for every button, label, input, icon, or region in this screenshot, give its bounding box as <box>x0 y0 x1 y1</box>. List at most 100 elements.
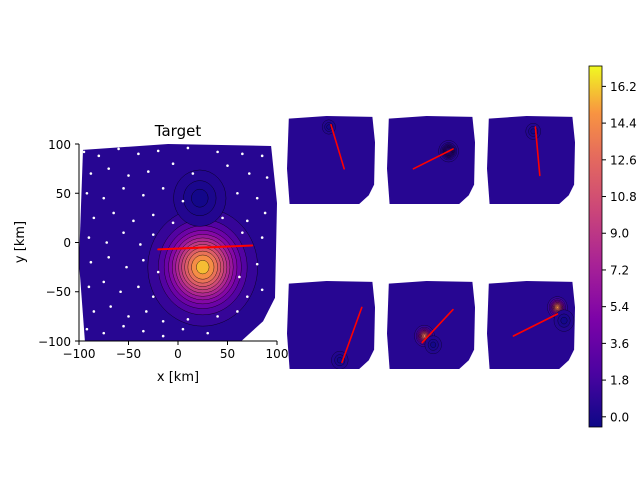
panel-6-map <box>487 281 575 369</box>
small-panel-2 <box>387 116 475 204</box>
fault-line <box>512 313 559 337</box>
station-marker <box>122 324 125 328</box>
panel-5-map <box>387 281 475 369</box>
station-marker <box>92 216 96 220</box>
fault-line <box>412 148 454 170</box>
station-marker <box>122 187 125 190</box>
station-marker <box>142 193 145 197</box>
contour-level <box>560 316 568 325</box>
colorbar-tick-label: 5.4 <box>610 300 629 314</box>
station-marker <box>236 310 239 313</box>
contour-level <box>326 124 332 130</box>
small-panel-3 <box>487 116 575 204</box>
station-marker <box>139 243 142 246</box>
station-marker <box>89 260 93 264</box>
station-marker <box>186 318 190 321</box>
colorbar-tick-label: 9.0 <box>610 227 629 241</box>
xtick-label: −100 <box>63 347 96 361</box>
colorbar-tick-label: 16.2 <box>610 80 637 94</box>
main-yticks: 100 50 0 −50 −100 <box>38 138 79 349</box>
station-marker <box>241 231 244 234</box>
station-marker <box>161 320 165 323</box>
panel-1-map <box>287 116 375 204</box>
station-marker <box>216 150 219 154</box>
contour-level <box>423 334 426 338</box>
station-marker <box>147 170 150 173</box>
panel-3-map <box>487 116 575 204</box>
station-marker <box>151 233 155 236</box>
station-marker <box>238 275 241 279</box>
station-marker <box>87 285 91 289</box>
colorbar-tick-label: 7.2 <box>610 263 629 277</box>
colorbar-frame <box>588 65 603 428</box>
station-marker <box>191 172 195 175</box>
station-marker <box>181 199 185 203</box>
panel-2-map <box>387 116 475 204</box>
station-marker <box>122 231 125 234</box>
station-marker <box>181 327 185 331</box>
x-axis-label: x [km] <box>157 370 199 385</box>
station-marker <box>171 162 175 165</box>
station-marker <box>151 295 155 298</box>
station-marker <box>112 211 115 215</box>
station-marker <box>102 280 106 284</box>
small-panel-6 <box>487 281 575 369</box>
xtick-label: 50 <box>220 347 235 361</box>
ytick-label: 50 <box>56 187 71 201</box>
colorbar-gradient <box>589 66 602 427</box>
small-panel-4 <box>287 281 375 369</box>
station-marker <box>161 334 165 338</box>
station-marker <box>255 196 259 200</box>
colorbar-tick-label: 3.6 <box>610 337 629 351</box>
field-background <box>287 281 375 369</box>
station-marker <box>221 216 224 220</box>
main-xticks: −100 −50 0 50 100 <box>63 341 289 361</box>
station-marker <box>109 305 112 308</box>
station-marker <box>263 211 267 215</box>
station-marker <box>216 315 219 318</box>
main-map <box>79 144 277 341</box>
station-marker <box>241 152 244 156</box>
ytick-label: 100 <box>48 138 71 152</box>
station-marker <box>142 258 145 262</box>
ytick-label: −50 <box>46 285 71 299</box>
station-marker <box>161 187 165 190</box>
station-marker <box>127 315 130 318</box>
fault-line <box>421 308 454 344</box>
station-marker <box>156 270 160 274</box>
fault-line <box>330 124 346 170</box>
y-axis-label: y [km] <box>13 221 28 263</box>
field-background <box>387 281 475 369</box>
station-marker <box>117 147 120 151</box>
station-marker <box>102 331 106 335</box>
colorbar-ticks: 0.0 1.8 3.6 5.4 7.2 9.0 10.8 12.6 14.4 16.2 <box>602 80 637 424</box>
station-marker <box>260 154 264 158</box>
colorbar: 0.0 1.8 3.6 5.4 7.2 9.0 10.8 12.6 14.4 16.2 <box>588 65 637 428</box>
station-marker <box>137 152 140 156</box>
xtick-label: −50 <box>116 347 141 361</box>
station-marker <box>105 241 109 244</box>
small-panel-5 <box>387 281 475 369</box>
station-marker <box>145 310 148 313</box>
station-marker <box>260 288 264 292</box>
ytick-label: −100 <box>38 335 71 349</box>
station-marker <box>89 172 93 175</box>
station-marker <box>137 285 140 289</box>
small-panel-1 <box>287 116 375 204</box>
station-marker <box>255 262 259 266</box>
colorbar-tick-label: 0.0 <box>610 410 629 424</box>
main-panel: Target −100 −50 0 50 100 100 50 0 −50 <box>13 122 288 385</box>
station-marker <box>85 327 89 331</box>
station-marker <box>85 191 89 195</box>
xtick-label: 0 <box>174 347 182 361</box>
contour-level <box>191 188 209 208</box>
xtick-label: 100 <box>266 347 289 361</box>
colorbar-tick-label: 12.6 <box>610 153 637 167</box>
station-marker <box>82 150 86 154</box>
station-marker <box>151 213 155 217</box>
fault-line <box>157 244 254 251</box>
station-marker <box>171 221 175 225</box>
station-marker <box>265 176 269 179</box>
contour-level <box>430 341 437 348</box>
